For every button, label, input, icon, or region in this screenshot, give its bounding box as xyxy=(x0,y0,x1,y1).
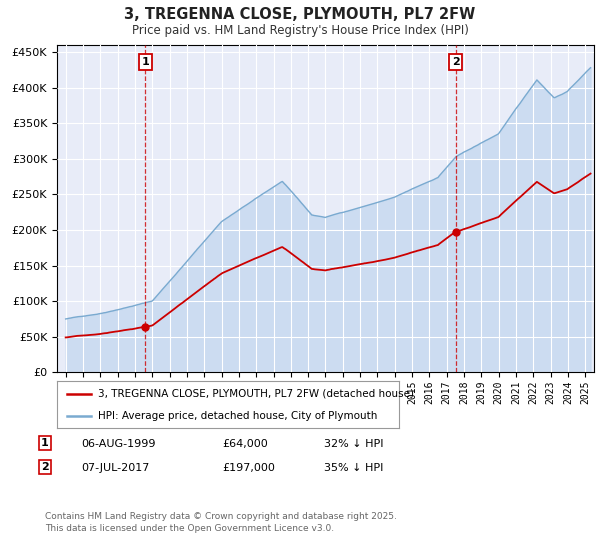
Text: £64,000: £64,000 xyxy=(222,439,268,449)
Text: 2: 2 xyxy=(452,57,460,67)
Text: 1: 1 xyxy=(41,438,49,448)
Text: Contains HM Land Registry data © Crown copyright and database right 2025.
This d: Contains HM Land Registry data © Crown c… xyxy=(45,512,397,533)
Text: 32% ↓ HPI: 32% ↓ HPI xyxy=(324,439,383,449)
Text: 2: 2 xyxy=(41,462,49,472)
Text: 3, TREGENNA CLOSE, PLYMOUTH, PL7 2FW: 3, TREGENNA CLOSE, PLYMOUTH, PL7 2FW xyxy=(124,7,476,22)
Text: £197,000: £197,000 xyxy=(222,463,275,473)
Text: HPI: Average price, detached house, City of Plymouth: HPI: Average price, detached house, City… xyxy=(98,410,377,421)
Text: 1: 1 xyxy=(142,57,149,67)
Text: 06-AUG-1999: 06-AUG-1999 xyxy=(81,439,155,449)
Text: 3, TREGENNA CLOSE, PLYMOUTH, PL7 2FW (detached house): 3, TREGENNA CLOSE, PLYMOUTH, PL7 2FW (de… xyxy=(98,389,414,399)
Text: 35% ↓ HPI: 35% ↓ HPI xyxy=(324,463,383,473)
Text: 07-JUL-2017: 07-JUL-2017 xyxy=(81,463,149,473)
Text: Price paid vs. HM Land Registry's House Price Index (HPI): Price paid vs. HM Land Registry's House … xyxy=(131,24,469,36)
